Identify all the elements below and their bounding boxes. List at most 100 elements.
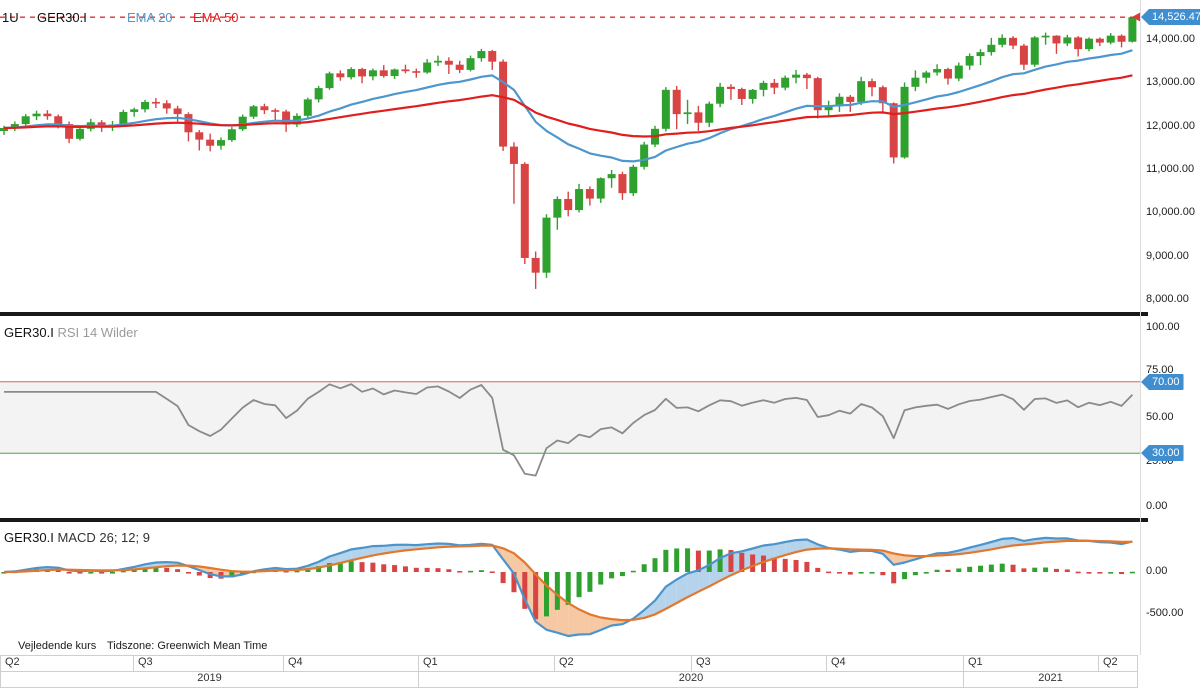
quarter-label: Q1 [418, 655, 554, 671]
macd-fill-segment [546, 585, 558, 633]
macd-histogram-bar [533, 572, 539, 620]
candle-body [434, 60, 442, 63]
candle-body [1041, 35, 1050, 38]
macd-histogram-bar [359, 562, 365, 572]
candle-body [173, 108, 182, 115]
macd-histogram-bar [565, 572, 571, 605]
candle-body [368, 70, 377, 77]
candle-body [412, 71, 421, 73]
ema50-legend[interactable]: EMA 50 [193, 10, 239, 25]
candle-body [759, 82, 768, 90]
candle-body [271, 110, 280, 112]
macd-histogram-bar [782, 558, 788, 572]
macd-histogram-bar [1043, 567, 1049, 572]
candle-body [672, 89, 681, 115]
quarter-label: Q1 [963, 655, 1098, 671]
candle-body [922, 72, 931, 78]
macd-histogram-bar [988, 564, 994, 572]
candle-body [1085, 38, 1093, 50]
macd-histogram-bar [337, 562, 343, 572]
candle-body [542, 217, 551, 273]
macd-histogram [1, 548, 1135, 620]
candle-body [10, 124, 19, 128]
macd-fill-segment [730, 551, 742, 576]
axis-tick-label: 13,000.00 [1146, 76, 1195, 88]
macd-indicator-label[interactable]: MACD 26; 12; 9 [57, 530, 150, 545]
macd-histogram-bar [1064, 569, 1070, 572]
axis-tick-label: 0.00 [1146, 565, 1168, 577]
macd-histogram-bar [1010, 564, 1016, 572]
macd-histogram-bar [978, 565, 983, 572]
macd-histogram-bar [717, 549, 723, 572]
quarter-label: Q3 [133, 655, 283, 671]
candle-body [954, 65, 963, 79]
candle-body [65, 124, 74, 139]
candle-body [640, 144, 649, 167]
macd-histogram-bar [923, 572, 929, 574]
panel-divider[interactable] [0, 312, 1148, 316]
quarter-label: Q4 [283, 655, 418, 671]
candle-body [683, 112, 692, 115]
candle-body [0, 127, 8, 131]
candle-body [195, 132, 204, 140]
macd-panel-title: GER30.I MACD 26; 12; 9 [4, 530, 150, 545]
macd-histogram-bar [153, 567, 159, 572]
candle-body [661, 89, 670, 129]
ema20-legend[interactable]: EMA 20 [127, 10, 173, 25]
macd-histogram-bar [739, 552, 745, 572]
candle-body [379, 70, 388, 76]
candle-body [520, 163, 529, 258]
macd-histogram-bar [761, 555, 766, 572]
panel-divider[interactable] [0, 518, 1148, 522]
candle-body [900, 86, 909, 158]
macd-fill-segment [655, 586, 666, 615]
macd-histogram-bar [131, 569, 137, 572]
candle-body [889, 103, 898, 158]
candle-body [857, 81, 866, 102]
candle-body [217, 140, 225, 146]
macd-histogram-bar [370, 562, 376, 572]
candle-body [162, 103, 171, 109]
candle-body [1095, 38, 1104, 43]
macd-histogram-bar [457, 570, 463, 573]
ema50-line [3, 74, 1133, 138]
candle-body [499, 61, 508, 147]
macd-histogram-bar [196, 572, 202, 576]
candle-body [1128, 17, 1137, 42]
candle-body [835, 96, 844, 107]
macd-histogram-bar [847, 572, 853, 575]
candle-body [314, 88, 323, 100]
macd-histogram-bar [728, 550, 734, 572]
candle-body [781, 77, 790, 88]
macd-chart[interactable] [0, 522, 1140, 654]
macd-fill-segment [568, 603, 580, 636]
macd-fill-segment [698, 564, 710, 592]
axis-gutter-line [1140, 0, 1141, 655]
price-chart[interactable] [0, 0, 1140, 312]
macd-histogram-bar [66, 572, 72, 574]
candle-body [455, 64, 464, 70]
macd-line [3, 536, 1133, 638]
candle-body [1009, 37, 1018, 46]
axis-tick-label: 10,000.00 [1146, 206, 1195, 218]
symbol-label[interactable]: GER30.I [37, 10, 87, 25]
candle-body [737, 88, 746, 99]
rsi-chart[interactable] [0, 316, 1140, 518]
macd-fill-segment [676, 573, 688, 603]
macd-fill-segment [318, 556, 330, 568]
macd-symbol-label: GER30.I [4, 530, 54, 545]
macd-fill-segment [579, 609, 590, 635]
macd-histogram-bar [446, 569, 452, 572]
macd-histogram-bar [402, 566, 408, 572]
macd-fill-segment [665, 579, 677, 609]
candle-body [846, 96, 855, 102]
axis-tick-label: 75.00 [1146, 364, 1174, 376]
candle-body [347, 69, 356, 78]
macd-histogram-bar [934, 569, 940, 572]
candle-body [141, 101, 150, 110]
rsi-indicator-label[interactable]: RSI 14 Wilder [57, 325, 138, 340]
macd-histogram-bar [695, 550, 701, 572]
axis-tick-label: 50.00 [1146, 411, 1174, 423]
timeframe-label[interactable]: 1U [2, 10, 19, 25]
candle-body [976, 52, 985, 57]
